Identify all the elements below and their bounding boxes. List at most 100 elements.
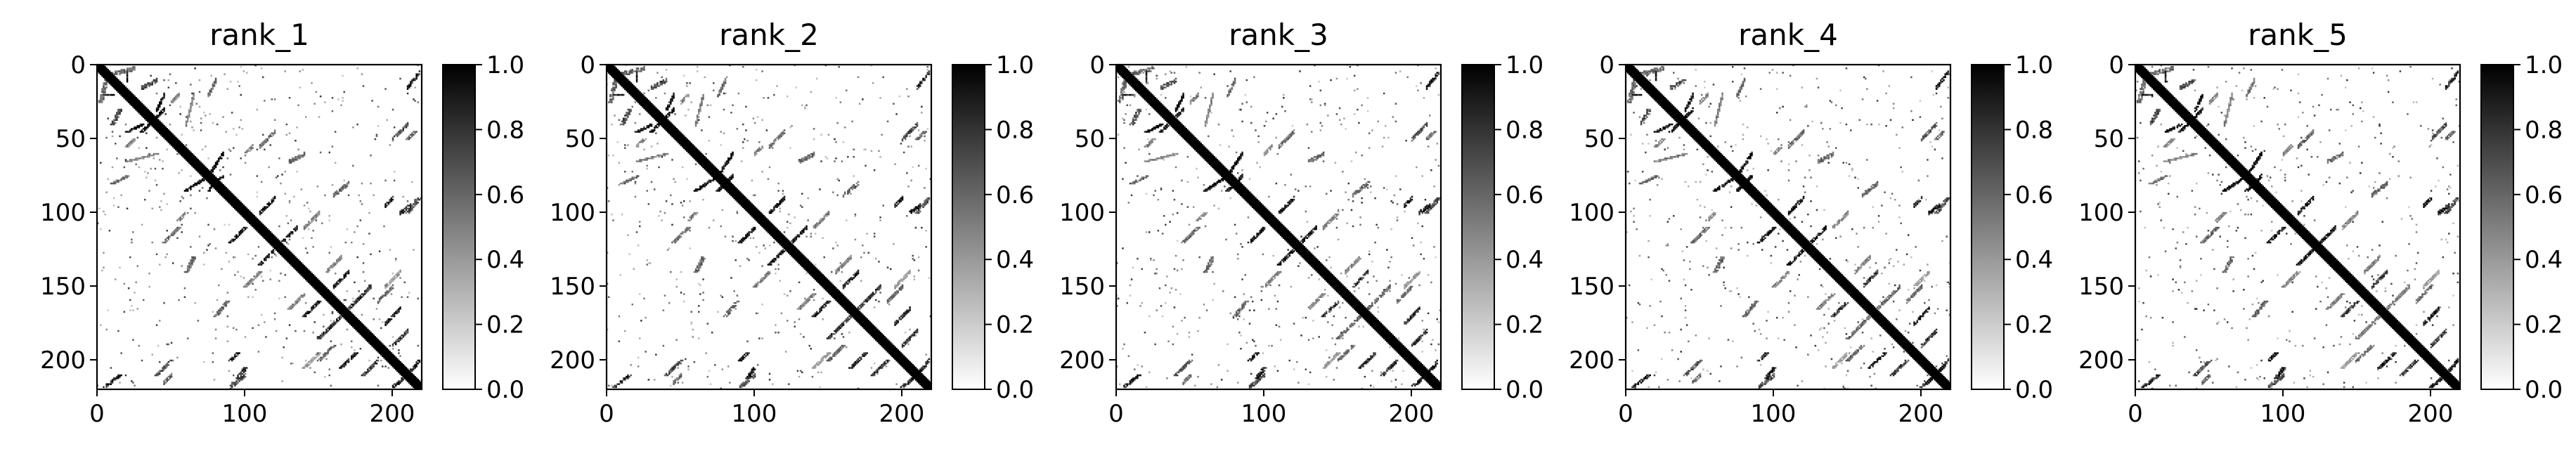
contact-cell bbox=[219, 308, 221, 310]
contact-cell bbox=[123, 72, 126, 74]
contact-cell bbox=[181, 148, 183, 150]
contact-cell bbox=[285, 241, 288, 244]
contact-cell bbox=[374, 348, 377, 350]
contact-cell bbox=[311, 275, 313, 278]
contact-cell bbox=[304, 223, 307, 226]
contact-cell bbox=[365, 330, 368, 332]
contact-cell bbox=[166, 134, 168, 136]
contact-cell bbox=[408, 135, 410, 138]
contact-cell bbox=[284, 247, 286, 249]
contact-cell bbox=[111, 82, 114, 84]
contact-cell bbox=[401, 209, 403, 212]
contact-cell bbox=[188, 113, 190, 115]
contact-cell bbox=[178, 141, 180, 143]
contact-cell bbox=[334, 305, 337, 307]
contact-cell bbox=[262, 134, 264, 136]
contact-cell bbox=[339, 278, 341, 280]
contact-cell bbox=[115, 88, 117, 90]
contact-cell bbox=[136, 98, 138, 100]
contact-cell bbox=[162, 167, 164, 170]
contact-cell bbox=[103, 386, 105, 389]
contact-cell bbox=[237, 80, 239, 83]
contact-cell bbox=[344, 274, 347, 276]
contact-cell bbox=[399, 382, 401, 384]
contact-cell bbox=[116, 84, 118, 86]
contact-cell bbox=[365, 290, 368, 292]
contact-cell bbox=[115, 86, 117, 89]
contact-cell bbox=[415, 380, 418, 382]
contact-cell bbox=[241, 375, 244, 378]
contact-cell bbox=[131, 139, 133, 142]
contact-cell bbox=[240, 372, 242, 375]
contact-cell bbox=[126, 175, 129, 177]
contact-cell bbox=[306, 252, 309, 254]
contact-cell bbox=[167, 131, 170, 133]
contact-cell bbox=[373, 342, 375, 344]
contact-cell bbox=[342, 313, 344, 316]
contact-cell bbox=[144, 86, 146, 89]
contact-cell bbox=[332, 344, 335, 347]
contact-cell bbox=[352, 126, 354, 129]
contact-cell bbox=[271, 240, 273, 242]
contact-cell bbox=[343, 91, 345, 93]
contact-cell bbox=[178, 93, 180, 96]
contact-cell bbox=[166, 380, 168, 382]
contact-cell bbox=[222, 187, 224, 189]
contact-cell bbox=[242, 212, 245, 214]
contact-cell bbox=[225, 300, 227, 303]
contact-cell bbox=[351, 323, 353, 325]
contact-cell bbox=[155, 80, 158, 83]
contact-cell bbox=[406, 328, 409, 331]
contact-cell bbox=[417, 380, 419, 382]
contact-cell bbox=[339, 188, 341, 190]
contact-cell bbox=[273, 245, 276, 247]
contact-cell bbox=[176, 95, 179, 98]
contact-cell bbox=[193, 166, 195, 169]
contact-cell bbox=[103, 76, 105, 79]
contact-cell bbox=[382, 352, 384, 354]
contact-cell bbox=[175, 139, 177, 142]
contact-cell bbox=[185, 147, 188, 149]
contact-cell bbox=[334, 321, 337, 323]
contact-cell bbox=[136, 103, 138, 105]
contact-cell bbox=[233, 327, 235, 330]
contact-cell bbox=[129, 129, 131, 131]
contact-cell bbox=[198, 171, 201, 173]
contact-cell bbox=[110, 77, 112, 80]
contact-cell bbox=[147, 112, 149, 114]
contact-cell bbox=[334, 262, 337, 264]
contact-cell bbox=[324, 289, 326, 291]
contact-cell bbox=[343, 316, 345, 319]
contact-cell bbox=[233, 240, 235, 242]
contact-cell bbox=[155, 183, 158, 186]
contact-cell bbox=[131, 241, 133, 244]
contact-cell bbox=[210, 89, 212, 91]
contact-cell bbox=[395, 363, 397, 365]
contact-cell bbox=[278, 249, 280, 251]
contact-cell bbox=[124, 98, 127, 100]
contact-cell bbox=[296, 259, 298, 261]
contact-cell bbox=[303, 152, 306, 155]
contact-cell bbox=[387, 349, 389, 351]
contact-cell bbox=[405, 368, 408, 370]
contact-cell bbox=[147, 110, 149, 112]
contact-cell bbox=[98, 65, 101, 68]
contact-cell bbox=[182, 150, 185, 152]
contact-cell bbox=[170, 138, 173, 141]
contact-cell bbox=[344, 313, 347, 316]
contact-cell bbox=[399, 368, 401, 370]
contact-cell bbox=[401, 368, 403, 370]
contact-cell bbox=[352, 305, 354, 307]
contact-cell bbox=[124, 70, 127, 72]
contact-cell bbox=[389, 344, 391, 347]
contact-cell bbox=[170, 234, 173, 236]
contact-cell bbox=[176, 139, 179, 142]
contact-cell bbox=[194, 67, 196, 70]
contact-cell bbox=[159, 361, 161, 363]
contact-cell bbox=[164, 138, 167, 141]
contact-cell bbox=[363, 292, 366, 294]
contact-cell bbox=[321, 356, 323, 359]
contact-cell bbox=[266, 238, 268, 241]
contact-cell bbox=[190, 187, 192, 189]
contact-cell bbox=[334, 299, 337, 301]
